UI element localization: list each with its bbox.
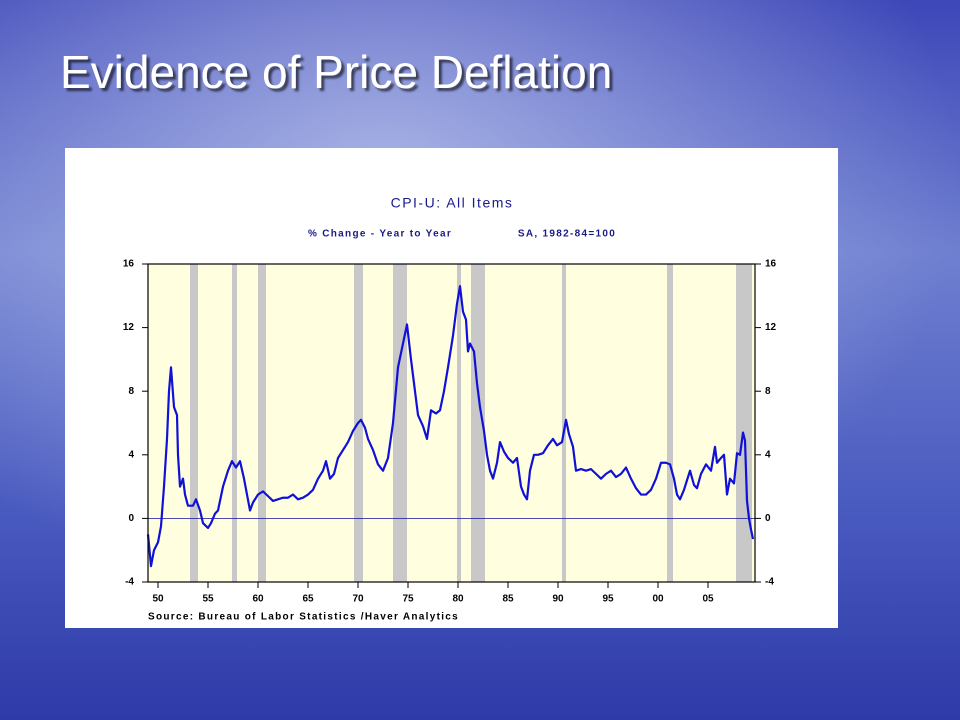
slide-title: Evidence of Price Deflation <box>60 46 612 98</box>
plot-frame <box>147 263 756 583</box>
recession-band <box>232 264 237 582</box>
recession-band <box>457 264 461 582</box>
x-tick-label: 05 <box>702 594 714 605</box>
recession-band <box>736 264 752 582</box>
y2-tick-label: 16 <box>765 259 777 270</box>
cpi-line <box>146 285 755 568</box>
chart-title: CPI-U: All Items <box>391 195 514 211</box>
x-tick-label: 55 <box>202 594 214 605</box>
x-tick-label: 95 <box>602 594 614 605</box>
y-tick-label: 16 <box>123 259 135 270</box>
x-tick-label: 65 <box>302 594 314 605</box>
recession-band <box>393 264 407 582</box>
x-tick-label: 50 <box>152 594 164 605</box>
y-tick-label: 4 <box>128 449 134 460</box>
y-tick-label: 0 <box>128 513 134 524</box>
recession-band <box>667 264 673 582</box>
y2-tick-label: -4 <box>765 577 774 588</box>
y-tick-label: 12 <box>123 322 135 333</box>
x-tick-label: 90 <box>552 594 564 605</box>
recession-band <box>190 264 198 582</box>
recession-band <box>258 264 266 582</box>
recession-band <box>562 264 566 582</box>
y2-tick-label: 0 <box>765 513 771 524</box>
x-tick-label: 85 <box>502 594 514 605</box>
x-tick-label: 70 <box>352 594 364 605</box>
x-tick-label: 00 <box>652 594 664 605</box>
plot-marks <box>146 264 755 582</box>
x-tick-label: 60 <box>252 594 264 605</box>
x-tick-label: 75 <box>402 594 414 605</box>
chart-subtitle-note: SA, 1982-84=100 <box>518 229 616 240</box>
x-tick-label: 80 <box>452 594 464 605</box>
y2-tick-label: 4 <box>765 449 771 460</box>
recession-band <box>471 264 485 582</box>
y-tick-label: 8 <box>128 386 134 397</box>
y2-tick-label: 12 <box>765 322 777 333</box>
chart-subtitle: % Change - Year to Year <box>308 229 452 240</box>
source-note: Source: Bureau of Labor Statistics /Have… <box>148 612 459 623</box>
plot-area <box>148 264 755 582</box>
y2-tick-label: 8 <box>765 386 771 397</box>
y-tick-label: -4 <box>125 577 134 588</box>
